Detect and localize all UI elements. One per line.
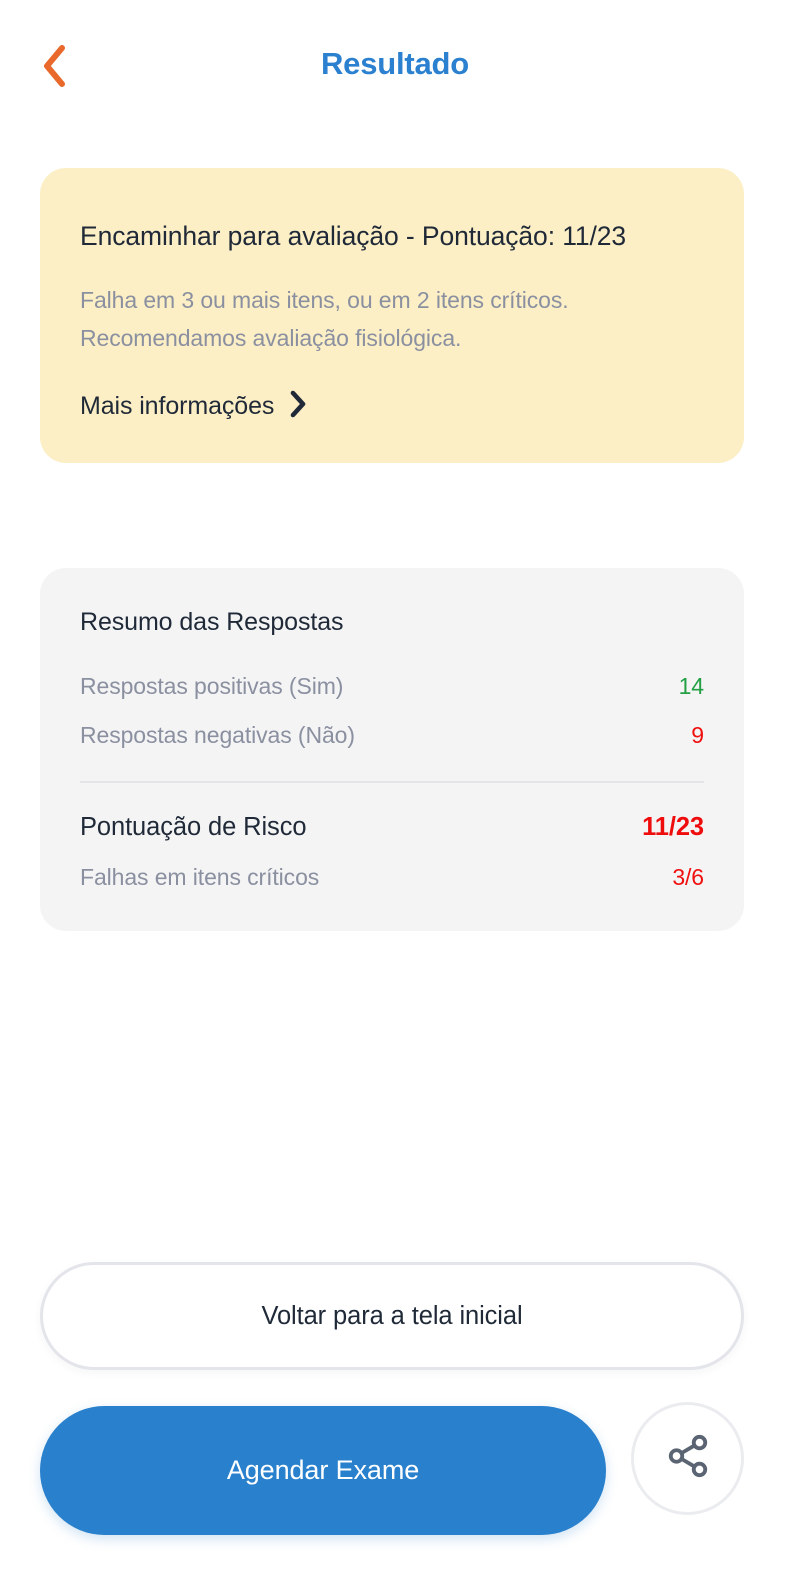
risk-score-value: 11/23 [642,813,704,841]
summary-row-value: 14 [678,673,704,699]
go-home-button[interactable]: Voltar para a tela inicial [40,1262,744,1370]
page-title: Resultado [320,46,470,81]
summary-row-positive: Respostas positivas (Sim) 14 [80,673,704,700]
critical-failures-value: 3/6 [672,864,704,890]
more-info-link[interactable]: Mais informações [80,390,307,423]
alert-title: Encaminhar para avaliação - Pontuação: 1… [80,221,627,251]
result-alert-card: Encaminhar para avaliação - Pontuação: 1… [40,168,744,463]
summary-row-value: 9 [691,722,704,748]
back-button[interactable] [24,38,84,94]
risk-score-label: Pontuação de Risco [80,813,307,841]
share-button[interactable] [631,1402,744,1515]
summary-row-negative: Respostas negativas (Não) 9 [80,722,704,749]
summary-row-label: Respostas negativas (Não) [80,722,355,748]
summary-title: Resumo das Respostas [80,608,344,636]
chevron-right-icon [290,390,307,423]
alert-description: Falha em 3 ou mais itens, ou em 2 itens … [80,287,569,351]
summary-divider [80,781,704,783]
summary-row-critical-failures: Falhas em itens críticos 3/6 [80,864,704,891]
app-header: Resultado [0,0,790,130]
summary-row-label: Respostas positivas (Sim) [80,673,344,699]
more-info-label: Mais informações [80,392,275,420]
schedule-exam-button[interactable]: Agendar Exame [40,1406,606,1535]
answers-summary-card: Resumo das Respostas Respostas positivas… [40,568,744,931]
chevron-left-icon [41,44,67,88]
schedule-exam-button-label: Agendar Exame [226,1455,420,1485]
share-nodes-icon [665,1433,711,1484]
critical-failures-label: Falhas em itens críticos [80,864,320,890]
summary-row-risk-score: Pontuação de Risco 11/23 [80,813,704,842]
go-home-button-label: Voltar para a tela inicial [261,1301,523,1330]
